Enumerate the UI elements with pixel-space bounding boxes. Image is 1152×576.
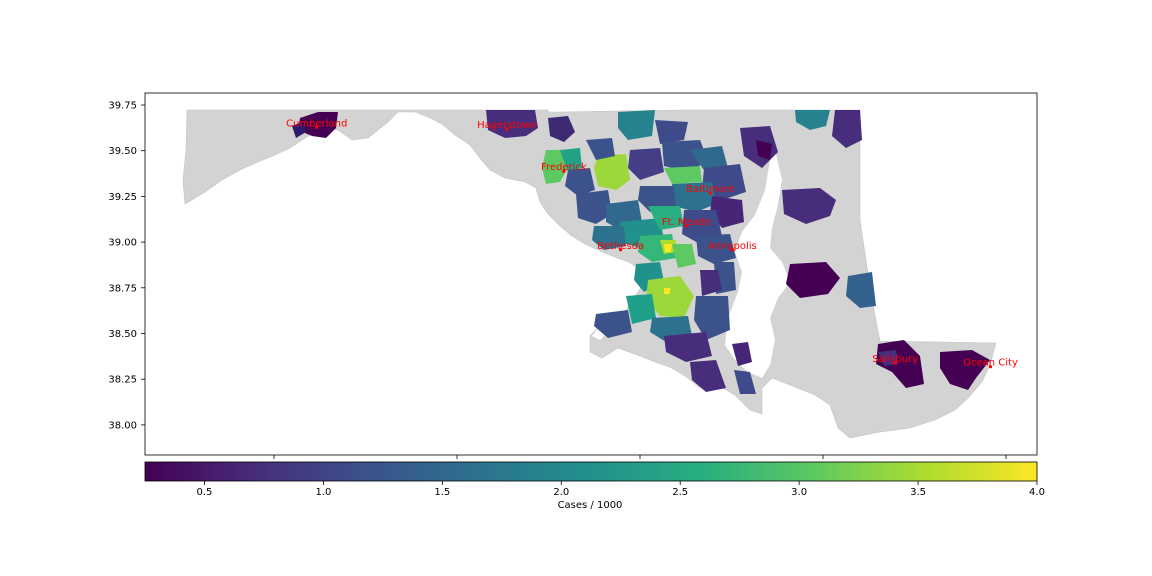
region [646, 276, 694, 318]
lat-tick-label: 38.25 [108, 375, 137, 386]
region [878, 350, 898, 366]
colorbar-gradient [145, 462, 1037, 481]
lat-tick-label: 39.00 [108, 238, 137, 249]
region [594, 310, 632, 338]
colorbar-tick-label: 4.0 [1029, 487, 1045, 498]
region [734, 370, 756, 394]
lat-axis: 39.75 39.50 39.25 39.00 38.75 38.50 38.25 38.00 [108, 101, 1007, 459]
region [548, 116, 575, 142]
region [710, 196, 744, 228]
lat-tick-label: 38.00 [108, 420, 137, 431]
region [782, 188, 836, 224]
region [696, 234, 736, 264]
map-axes: 39.75 39.50 39.25 39.00 38.75 38.50 38.25 38.00… [108, 92, 1038, 459]
colorbar-tick-label: 0.5 [197, 487, 213, 498]
city-marker [684, 224, 689, 228]
city-label: Ocean City [963, 358, 1018, 369]
region [664, 166, 702, 184]
region [626, 294, 656, 324]
lat-tick-label: 38.50 [108, 329, 137, 340]
colorbar-tick-label: 3.5 [910, 487, 926, 498]
city-marker [730, 248, 734, 252]
region [560, 148, 582, 172]
city-marker [708, 191, 712, 195]
region [618, 110, 655, 140]
region [662, 140, 708, 172]
city-label: Hagerstown [477, 120, 537, 131]
region [592, 226, 626, 250]
region [832, 110, 862, 148]
region [690, 360, 726, 392]
colorbar-tick-label: 2.5 [672, 487, 688, 498]
region [542, 150, 568, 184]
region [664, 244, 672, 252]
case-density-regions [292, 110, 990, 394]
city-label: Annapolis [708, 241, 757, 252]
city-marker [315, 125, 319, 129]
region [594, 154, 630, 190]
region [628, 148, 664, 180]
city-marker [505, 127, 509, 131]
lat-tick-label: 39.75 [108, 101, 137, 112]
city-marker [893, 361, 897, 365]
city-label: Baltimore [686, 184, 734, 195]
city-marker [562, 169, 566, 173]
colorbar-tick-label: 2.0 [553, 487, 569, 498]
colorbar-tick-label: 1.0 [315, 487, 331, 498]
region [486, 110, 538, 138]
region [586, 138, 615, 160]
region [846, 272, 876, 308]
region [694, 296, 730, 340]
region [664, 332, 712, 362]
colorbar-frame [144, 461, 1038, 482]
region [576, 190, 612, 224]
colorbar-ticks: 0.5 1.0 1.5 2.0 2.5 3.0 3.5 4.0 [197, 481, 1045, 498]
colorbar: 0.5 1.0 1.5 2.0 2.5 3.0 3.5 4.0 Cases / 1000 [144, 461, 1045, 511]
city-marker [619, 248, 623, 252]
city-label: Cumberland [286, 118, 347, 129]
region [292, 122, 306, 138]
region [298, 112, 338, 138]
region [940, 350, 990, 390]
region [795, 110, 830, 130]
region [648, 206, 684, 230]
region [655, 120, 688, 144]
colorbar-label: Cases / 1000 [558, 500, 623, 511]
lat-tick-label: 39.25 [108, 192, 137, 203]
region [565, 168, 595, 196]
region [700, 270, 722, 296]
region [638, 186, 676, 212]
chesapeake-bay [725, 130, 790, 378]
region [732, 342, 752, 366]
city-labels: Cumberland Hagerstown Frederick Baltimore Ft… [286, 118, 1018, 368]
city-label: Bethesda [597, 241, 644, 252]
region [672, 182, 716, 212]
region [672, 244, 696, 268]
region [756, 140, 772, 160]
city-label: Ft. Meade [662, 217, 711, 228]
city-label: Frederick [541, 162, 587, 173]
colorbar-tick-label: 3.0 [791, 487, 807, 498]
region [786, 262, 840, 298]
colorbar-tick-label: 1.5 [434, 487, 450, 498]
region [664, 288, 670, 294]
lat-tick-label: 38.75 [108, 283, 137, 294]
lat-tick-label: 39.50 [108, 146, 137, 157]
city-label: Salisbury [872, 354, 918, 365]
map-layer [182, 109, 997, 439]
city-marker [988, 365, 993, 369]
